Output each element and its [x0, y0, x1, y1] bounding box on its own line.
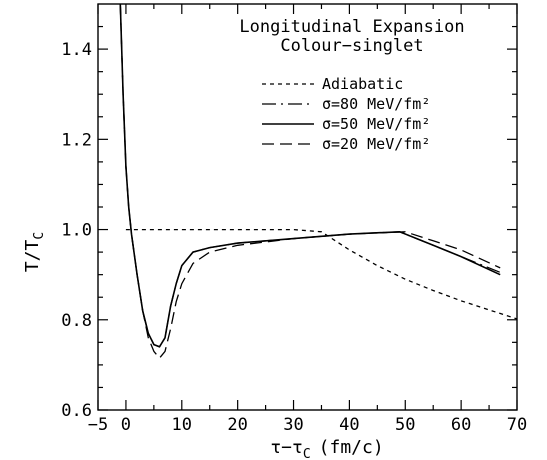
- x-tick-label: 0: [121, 415, 131, 435]
- y-axis-label-main: T/T: [22, 239, 43, 272]
- y-tick-label: 1.0: [61, 221, 92, 241]
- y-tick-label: 0.6: [61, 401, 92, 421]
- y-tick-label: 1.4: [61, 40, 92, 60]
- x-tick-label: 60: [451, 415, 471, 435]
- x-tick-label: 50: [395, 415, 415, 435]
- x-tick-label: 40: [339, 415, 359, 435]
- y-tick-label: 0.8: [61, 311, 92, 331]
- plot-lines: [119, 4, 517, 360]
- chart-title: Longitudinal Expansion: [239, 17, 464, 37]
- x-tick-label: 20: [227, 415, 247, 435]
- legend: Adiabatic σ=80 MeV/fm² σ=50 MeV/fm² σ=20 Me…: [262, 75, 430, 153]
- x-tick-label: 30: [283, 415, 303, 435]
- legend-label-2: σ=50 MeV/fm²: [322, 115, 430, 133]
- x-tick-label: 10: [172, 415, 192, 435]
- legend-label-3: σ=20 MeV/fm²: [322, 135, 430, 153]
- x-axis-label-main: τ−τ: [270, 437, 303, 458]
- x-axis-label-sub: C: [303, 447, 311, 460]
- chart-subtitle: Colour−singlet: [280, 36, 423, 56]
- x-tick-label: −5: [88, 415, 108, 435]
- x-axis-label: τ−τC (fm/c): [270, 437, 383, 460]
- y-axis-label: T/TC: [22, 232, 47, 272]
- tick-labels: −5 0 10 20 30 40 50 60 70 0.6 0.8 1.0 1.2 1.4: [61, 40, 527, 435]
- legend-label-0: Adiabatic: [322, 75, 403, 93]
- series-line-3: [119, 4, 501, 360]
- y-tick-label: 1.2: [61, 130, 92, 150]
- x-tick-label: 70: [507, 415, 527, 435]
- legend-label-1: σ=80 MeV/fm²: [322, 95, 430, 113]
- axis-ticks: [97, 4, 518, 411]
- x-axis-label-units: (fm/c): [319, 437, 384, 458]
- y-axis-label-sub: C: [32, 232, 47, 240]
